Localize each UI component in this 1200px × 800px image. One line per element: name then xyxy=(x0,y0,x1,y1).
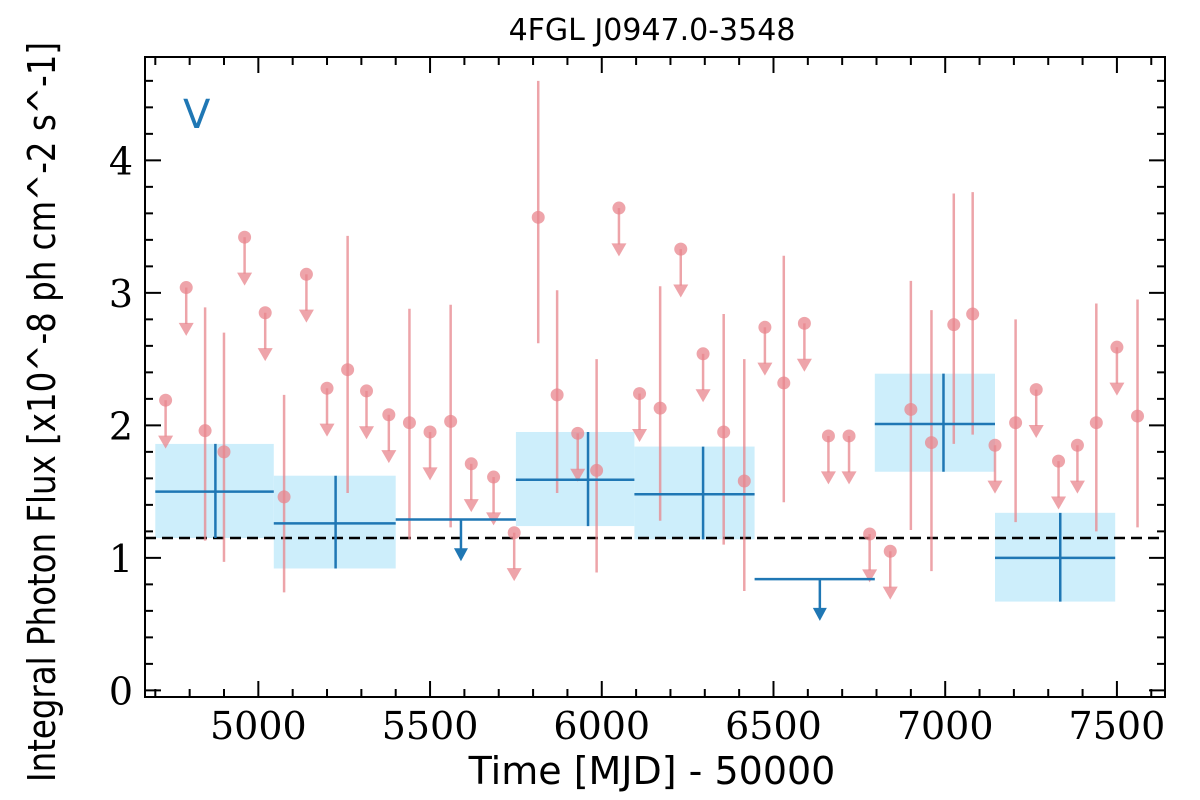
data-point xyxy=(924,436,938,450)
plot-frame xyxy=(144,56,1166,698)
x-tick-label: 5500 xyxy=(382,704,479,748)
data-point xyxy=(299,267,313,281)
upper-limit-arrow xyxy=(463,499,479,513)
data-point xyxy=(590,463,604,477)
upper-limit-arrow xyxy=(422,467,438,481)
data-point xyxy=(487,470,501,484)
data-point xyxy=(159,393,173,407)
upper-limit-arrow xyxy=(987,480,1003,494)
upper-limit-arrow xyxy=(632,428,648,442)
data-point xyxy=(797,316,811,330)
data-point xyxy=(863,527,877,541)
x-tick-label: 6000 xyxy=(553,704,650,748)
x-tick-label: 7000 xyxy=(897,704,994,748)
data-point xyxy=(612,201,626,215)
upper-limit-arrow xyxy=(882,586,898,600)
data-point xyxy=(402,416,416,430)
long-bin-upper-limit-arrow xyxy=(453,548,468,562)
data-point xyxy=(571,426,585,440)
data-point xyxy=(717,425,731,439)
data-point xyxy=(258,306,272,320)
data-point xyxy=(550,388,564,402)
data-point xyxy=(531,210,545,224)
y-tick-label: 2 xyxy=(109,404,133,448)
upper-limit-arrow xyxy=(1109,382,1125,396)
data-point xyxy=(1110,340,1124,354)
upper-limit-arrow xyxy=(862,569,878,583)
upper-limit-arrow xyxy=(757,362,773,376)
y-axis-label: Integral Photon Flux [x10^-8 ph cm^-2 s^… xyxy=(20,42,64,782)
upper-limit-arrow xyxy=(381,450,397,464)
data-point xyxy=(653,401,667,415)
upper-limit-arrow xyxy=(570,468,586,482)
data-point xyxy=(320,381,334,395)
x-tick-label: 6500 xyxy=(725,704,822,748)
upper-limit-arrow xyxy=(841,471,857,485)
data-point xyxy=(966,307,980,321)
upper-limit-arrow xyxy=(506,568,522,582)
data-point xyxy=(696,347,710,361)
upper-limit-arrow xyxy=(359,426,375,440)
data-point xyxy=(737,474,751,488)
upper-limit-arrow xyxy=(1028,424,1044,438)
data-point xyxy=(758,320,772,334)
axis-ticks: 5000 5500 6000 6500 7000 7500 0 1 2 3 4 xyxy=(109,57,1165,748)
data-point xyxy=(1009,416,1023,430)
data-point xyxy=(341,363,355,377)
y-tick-label: 4 xyxy=(109,139,133,183)
data-point xyxy=(947,318,961,332)
upper-limit-arrow xyxy=(237,272,253,286)
x-tick-label: 5000 xyxy=(210,704,307,748)
data-point xyxy=(464,457,478,471)
upper-limit-arrow xyxy=(257,348,273,362)
upper-limit-arrow xyxy=(319,423,335,437)
upper-limit-arrow xyxy=(1069,480,1085,494)
panel-annotation: V xyxy=(183,92,211,138)
long-bin-band xyxy=(874,373,995,472)
data-point xyxy=(1089,416,1103,430)
data-point xyxy=(674,242,688,256)
data-point xyxy=(382,408,396,422)
upper-limit-arrow xyxy=(820,471,836,485)
data-point xyxy=(821,429,835,443)
data-point xyxy=(360,384,374,398)
y-tick-label: 1 xyxy=(109,537,133,581)
long-bin-upper-limit-arrow xyxy=(812,607,827,621)
data-point xyxy=(1052,454,1066,468)
upper-limit-arrow xyxy=(1051,496,1067,510)
upper-limit-arrow xyxy=(796,358,812,372)
data-point xyxy=(904,402,918,416)
data-point xyxy=(988,438,1002,452)
data-point xyxy=(507,526,521,540)
data-point xyxy=(1029,383,1043,397)
data-point xyxy=(883,544,897,558)
chart-title: 4FGL J0947.0-3548 xyxy=(509,13,796,48)
data-point xyxy=(217,445,231,459)
upper-limit-arrow xyxy=(158,435,174,449)
upper-limit-arrow xyxy=(611,243,627,257)
upper-limit-arrow xyxy=(178,322,194,336)
data-point xyxy=(842,429,856,443)
short-bin-series xyxy=(158,80,1145,600)
data-point xyxy=(238,230,252,244)
upper-limit-arrow xyxy=(673,284,689,298)
data-point xyxy=(277,490,291,504)
long-bin-band xyxy=(634,446,755,540)
data-point xyxy=(423,425,437,439)
long-bin-series xyxy=(155,373,1116,621)
upper-limit-arrow xyxy=(298,309,314,323)
y-tick-label: 0 xyxy=(109,669,133,713)
data-point xyxy=(1070,438,1084,452)
data-point xyxy=(179,281,193,295)
data-point xyxy=(777,376,791,390)
x-tick-label: 7500 xyxy=(1069,704,1166,748)
upper-limit-arrow xyxy=(695,389,711,403)
data-point xyxy=(198,424,212,438)
data-point xyxy=(444,414,458,428)
data-point xyxy=(633,387,647,401)
x-axis-label: Time [MJD] - 50000 xyxy=(468,749,836,793)
y-tick-label: 3 xyxy=(109,272,133,316)
data-point xyxy=(1131,409,1145,423)
